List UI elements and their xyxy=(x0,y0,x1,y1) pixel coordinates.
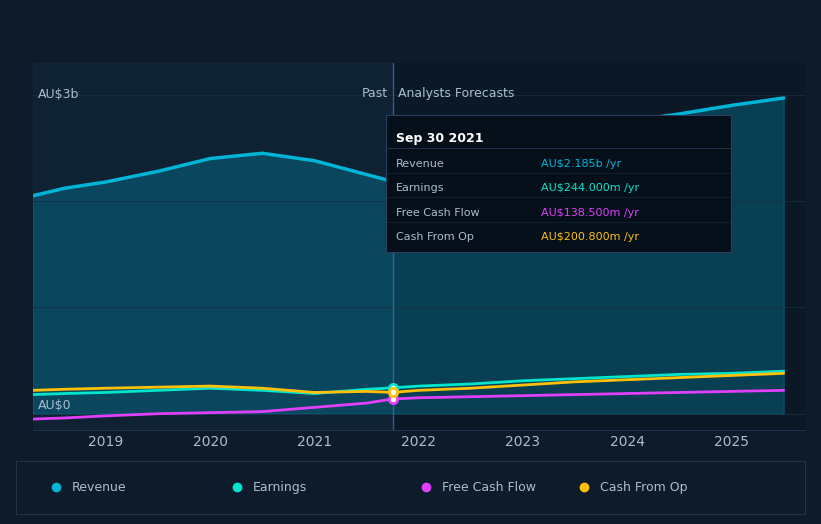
Text: Cash From Op: Cash From Op xyxy=(599,481,687,494)
Text: Past: Past xyxy=(361,88,388,101)
Bar xyxy=(392,63,805,430)
Text: Sep 30 2021: Sep 30 2021 xyxy=(397,132,484,145)
Bar xyxy=(33,63,392,430)
Text: Free Cash Flow: Free Cash Flow xyxy=(397,208,479,218)
Text: AU$244.000m /yr: AU$244.000m /yr xyxy=(541,183,640,193)
Text: Analysts Forecasts: Analysts Forecasts xyxy=(398,88,514,101)
Text: AU$0: AU$0 xyxy=(38,399,71,412)
Text: Free Cash Flow: Free Cash Flow xyxy=(442,481,536,494)
Text: Earnings: Earnings xyxy=(253,481,307,494)
Text: AU$138.500m /yr: AU$138.500m /yr xyxy=(541,208,639,218)
Text: AU$200.800m /yr: AU$200.800m /yr xyxy=(541,233,639,243)
Text: Cash From Op: Cash From Op xyxy=(397,233,474,243)
Text: AU$3b: AU$3b xyxy=(38,88,80,101)
Text: Earnings: Earnings xyxy=(397,183,445,193)
Text: AU$2.185b /yr: AU$2.185b /yr xyxy=(541,159,621,169)
Text: Revenue: Revenue xyxy=(397,159,445,169)
Text: Revenue: Revenue xyxy=(71,481,126,494)
